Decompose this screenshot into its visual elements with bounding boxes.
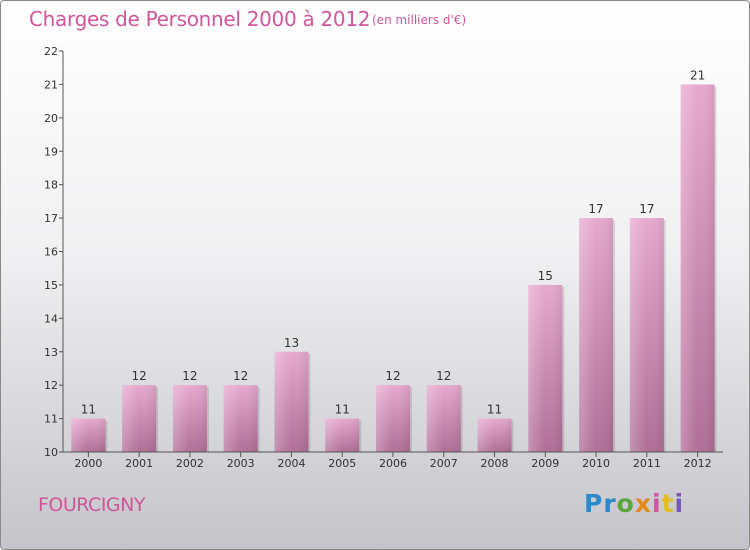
y-tick-label: 13: [44, 346, 58, 359]
logo-part: Pr: [584, 489, 617, 518]
y-tick-label: 15: [44, 279, 58, 292]
data-label: 13: [284, 336, 299, 350]
x-tick-label: 2006: [379, 457, 407, 470]
x-tick-label: 2000: [74, 457, 102, 470]
bar-highlight: [172, 385, 207, 452]
chart-subtitle: (en milliers d'€): [372, 13, 467, 27]
y-tick-label: 12: [44, 379, 58, 392]
bar-highlight: [426, 385, 461, 452]
x-tick-label: 2011: [633, 457, 661, 470]
data-label: 11: [335, 403, 350, 417]
proxiti-logo[interactable]: Proxiti: [584, 489, 684, 518]
data-label: 12: [233, 369, 248, 383]
y-tick-label: 22: [44, 45, 58, 58]
data-label: 17: [639, 202, 654, 216]
bar-highlight: [325, 418, 360, 452]
y-tick-label: 11: [44, 413, 58, 426]
y-tick-label: 19: [44, 145, 58, 158]
x-tick-label: 2009: [531, 457, 559, 470]
x-tick-label: 2005: [328, 457, 356, 470]
x-tick-label: 2007: [430, 457, 458, 470]
bar-highlight: [71, 418, 106, 452]
data-label: 12: [385, 369, 400, 383]
bar-highlight: [629, 218, 664, 452]
bar-highlight: [223, 385, 258, 452]
logo-part: o: [616, 489, 635, 518]
data-label: 15: [538, 269, 553, 283]
data-label: 12: [182, 369, 197, 383]
data-label: 11: [487, 403, 502, 417]
x-tick-label: 2002: [176, 457, 204, 470]
y-tick-label: 10: [44, 446, 58, 459]
data-label: 12: [132, 369, 147, 383]
data-label: 12: [436, 369, 451, 383]
x-tick-label: 2001: [125, 457, 153, 470]
bar-highlight: [680, 84, 715, 453]
y-tick-label: 17: [44, 212, 58, 225]
data-label: 17: [588, 202, 603, 216]
y-tick-label: 20: [44, 112, 58, 125]
y-tick-label: 21: [44, 78, 58, 91]
bar-highlight: [274, 351, 309, 452]
logo-part: i: [674, 489, 685, 518]
bar-highlight: [579, 218, 614, 452]
logo-part: x: [634, 489, 652, 518]
bar-highlight: [528, 284, 563, 452]
x-tick-label: 2012: [684, 457, 712, 470]
x-tick-label: 2008: [481, 457, 509, 470]
logo-part: t: [661, 489, 675, 518]
y-tick-label: 18: [44, 179, 58, 192]
chart-title: Charges de Personnel 2000 à 2012: [29, 7, 371, 31]
commune-name: FOURCIGNY: [38, 494, 145, 516]
data-label: 21: [690, 68, 705, 82]
bar-highlight: [477, 418, 512, 452]
x-tick-label: 2010: [582, 457, 610, 470]
x-tick-label: 2004: [277, 457, 305, 470]
bar-highlight: [376, 385, 410, 452]
y-tick-label: 14: [44, 312, 58, 325]
logo-part: i: [651, 489, 662, 518]
x-tick-label: 2003: [227, 457, 255, 470]
y-tick-label: 16: [44, 246, 58, 259]
bar-highlight: [122, 385, 157, 452]
data-label: 11: [81, 403, 96, 417]
